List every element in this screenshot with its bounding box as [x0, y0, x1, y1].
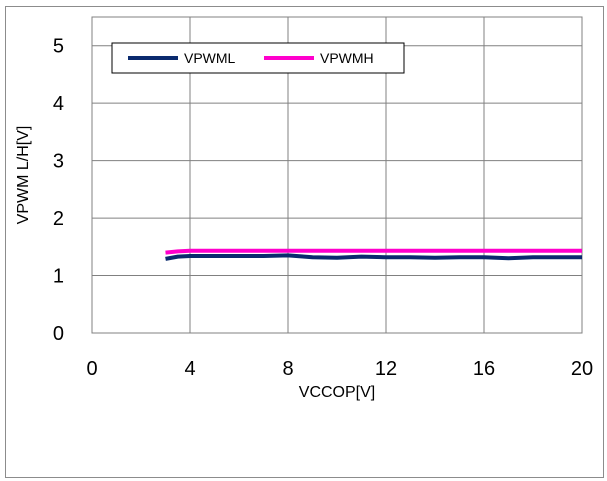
x-tick-label: 0 [86, 358, 97, 380]
x-tick-label: 4 [184, 358, 195, 380]
x-tick-label: 16 [473, 358, 495, 380]
y-tick-label: 2 [53, 208, 64, 230]
y-axis-ticks: 0 1 2 3 4 5 [53, 36, 64, 345]
x-tick-label: 12 [375, 358, 397, 380]
series-line-vpwmh [165, 248, 582, 255]
x-tick-label: 8 [282, 358, 293, 380]
series-layer [165, 248, 582, 261]
legend-label-vpwmh: VPWMH [320, 50, 374, 66]
x-axis-label: VCCOP[V] [299, 384, 375, 401]
y-axis-label: VPWM L/H[V] [15, 126, 32, 225]
x-axis-ticks: 0 4 8 12 16 20 [86, 358, 593, 380]
series-line-vpwml [165, 253, 582, 261]
y-tick-label: 3 [53, 151, 64, 173]
x-tick-label: 20 [571, 358, 593, 380]
y-tick-label: 4 [53, 93, 64, 115]
y-tick-label: 1 [53, 266, 64, 288]
y-tick-label: 5 [53, 36, 64, 58]
legend: VPWML VPWMH [111, 42, 405, 74]
plot-area [91, 16, 583, 334]
legend-label-vpwml: VPWML [184, 50, 236, 66]
y-tick-label: 0 [53, 323, 64, 345]
